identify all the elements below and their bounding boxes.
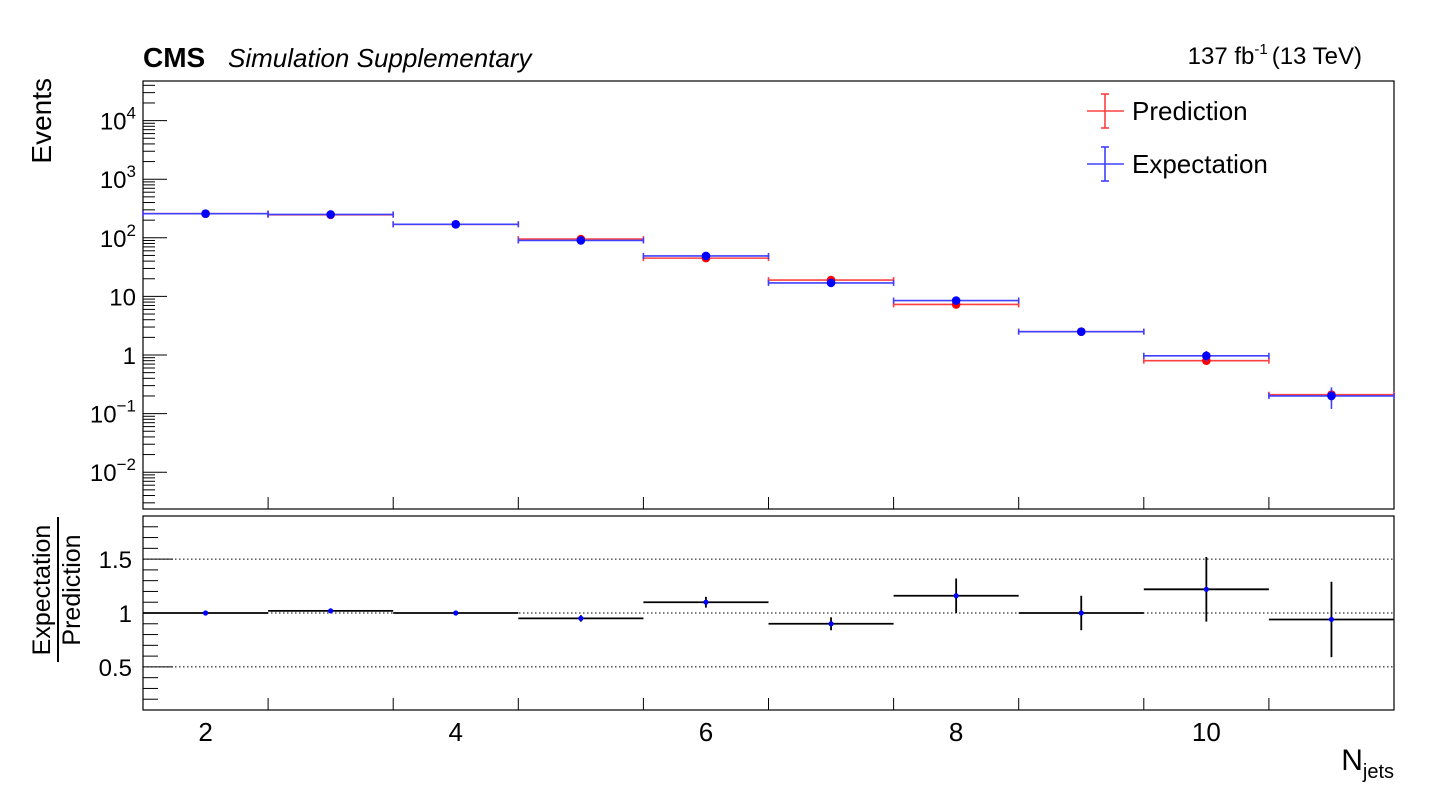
ratio-y-tick-label: 1	[119, 601, 132, 628]
ratio-data-point	[953, 593, 959, 599]
ratio-data-point	[1078, 610, 1084, 616]
ratio-data-point	[578, 615, 584, 621]
ratio-data-point	[453, 610, 459, 616]
ratio-y-label-denominator: Prediction	[58, 534, 86, 645]
experiment-label: CMS	[143, 42, 205, 73]
status-label: Simulation Supplementary	[228, 43, 533, 73]
data-point	[1076, 327, 1086, 336]
main-y-axis-label: Events	[26, 78, 57, 164]
x-tick-label: 4	[449, 717, 463, 747]
lumi-exponent: -1	[1254, 41, 1267, 58]
ratio-data-point	[328, 608, 334, 614]
ratio-x-ticks	[267, 698, 1270, 710]
ratio-grid	[143, 558, 1394, 668]
data-point	[826, 278, 836, 288]
x-axis-label-sub: jets	[1362, 761, 1394, 783]
series-expectation	[142, 209, 1395, 409]
ratio-y-tick-label: 0.5	[99, 655, 132, 682]
data-point	[1327, 391, 1336, 401]
x-tick-label: 8	[949, 717, 963, 747]
main-panel: 10−2 10−1 1 10 102 103 104 Events Prediction Ex…	[26, 78, 1395, 510]
data-point	[451, 219, 461, 229]
main-y-tick-label: 10−2	[90, 455, 136, 487]
main-y-tick-labels: 10−2 10−1 1 10 102 103 104	[90, 104, 136, 488]
data-point	[951, 296, 961, 305]
ratio-data-point	[828, 621, 834, 627]
x-tick-label: 6	[699, 717, 713, 747]
series-ratio	[143, 556, 1394, 658]
main-y-tick-label: 102	[100, 221, 136, 253]
data-point	[701, 251, 711, 261]
main-y-tick-label: 10−1	[90, 397, 136, 429]
main-y-tick-label: 103	[100, 162, 136, 194]
main-y-tick-label: 104	[100, 104, 136, 136]
lumi-energy: (13 TeV)	[1272, 43, 1362, 70]
ratio-y-tick-labels: 0.5 1 1.5	[99, 547, 132, 682]
x-axis-label-main: N	[1341, 744, 1363, 777]
data-point	[201, 209, 210, 218]
legend-entry-prediction: Prediction	[1087, 93, 1248, 129]
main-series	[142, 209, 1395, 409]
data-point	[576, 236, 586, 245]
main-y-ticks	[143, 84, 167, 504]
lumi-value: 137 fb	[1188, 43, 1255, 70]
ratio-x-tick-labels: 2 4 6 8 10	[198, 717, 1220, 747]
ratio-y-ticks	[143, 526, 173, 711]
series-prediction	[142, 209, 1395, 402]
ratio-y-axis-label: Expectation Prediction	[28, 517, 86, 662]
legend: Prediction Expectation	[1087, 93, 1268, 182]
main-frame	[142, 80, 1395, 510]
legend-label: Prediction	[1132, 96, 1248, 126]
main-y-tick-label: 10	[109, 284, 136, 311]
ratio-y-label-numerator: Expectation	[28, 525, 56, 656]
ratio-y-tick-label: 1.5	[99, 547, 132, 574]
ratio-data-point	[1203, 586, 1209, 592]
ratio-data-point	[703, 599, 709, 605]
x-axis-label: Njets	[1341, 744, 1394, 783]
lumi-label: 137 fb-1 (13 TeV)	[1188, 41, 1362, 70]
ratio-data-point	[1328, 616, 1335, 623]
x-tick-label: 10	[1192, 717, 1221, 747]
ratio-panel: 0.5 1 1.5 2 4 6 8 10 Expectation Prediction Nj…	[28, 515, 1395, 783]
main-x-ticks	[267, 497, 1270, 509]
ratio-data-point	[202, 610, 209, 616]
data-point	[326, 210, 335, 219]
legend-entry-expectation: Expectation	[1087, 146, 1268, 182]
ratio-series	[143, 556, 1394, 658]
legend-label: Expectation	[1132, 149, 1268, 179]
main-y-tick-label: 1	[123, 343, 136, 370]
x-tick-label: 2	[198, 717, 212, 747]
data-point	[1202, 351, 1211, 361]
